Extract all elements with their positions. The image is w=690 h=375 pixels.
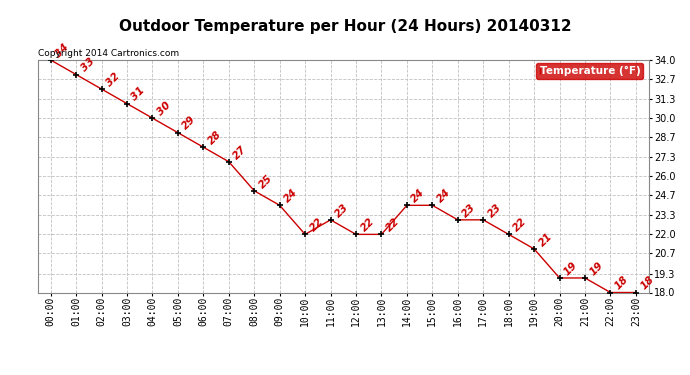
Text: 23: 23 xyxy=(460,202,478,219)
Text: 29: 29 xyxy=(181,114,198,132)
Text: 33: 33 xyxy=(79,56,96,74)
Text: 24: 24 xyxy=(282,187,299,204)
Text: Outdoor Temperature per Hour (24 Hours) 20140312: Outdoor Temperature per Hour (24 Hours) … xyxy=(119,19,571,34)
Text: 32: 32 xyxy=(104,71,121,88)
Legend: Temperature (°F): Temperature (°F) xyxy=(536,63,643,79)
Text: 25: 25 xyxy=(257,172,275,190)
Text: Copyright 2014 Cartronics.com: Copyright 2014 Cartronics.com xyxy=(38,49,179,58)
Text: 28: 28 xyxy=(206,129,224,146)
Text: 22: 22 xyxy=(511,216,529,234)
Text: 21: 21 xyxy=(537,231,554,248)
Text: 23: 23 xyxy=(486,202,503,219)
Text: 31: 31 xyxy=(130,86,147,103)
Text: 19: 19 xyxy=(588,260,605,277)
Text: 34: 34 xyxy=(53,42,71,59)
Text: 18: 18 xyxy=(639,274,656,292)
Text: 30: 30 xyxy=(155,100,172,117)
Text: 27: 27 xyxy=(232,144,249,161)
Text: 24: 24 xyxy=(410,187,427,204)
Text: 22: 22 xyxy=(359,216,376,234)
Text: 22: 22 xyxy=(308,216,325,234)
Text: 23: 23 xyxy=(333,202,351,219)
Text: 19: 19 xyxy=(562,260,580,277)
Text: 22: 22 xyxy=(384,216,402,234)
Text: 24: 24 xyxy=(435,187,453,204)
Text: 18: 18 xyxy=(613,274,631,292)
